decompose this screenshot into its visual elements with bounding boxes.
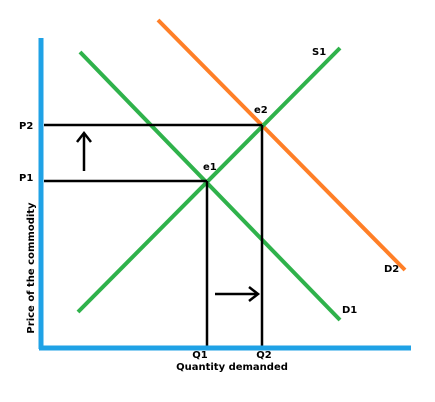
equilibrium-e2-label: e2	[254, 105, 268, 116]
y-axis-label: Price of the commodity	[26, 202, 37, 334]
x-axis-label: Quantity demanded	[176, 362, 288, 373]
demand-d2-label: D2	[384, 264, 399, 275]
price-increase-arrow	[76, 130, 92, 171]
p2-label: P2	[19, 121, 33, 132]
q2-label: Q2	[256, 350, 272, 361]
supply-curve-s1	[76, 46, 342, 314]
supply-curve-label: S1	[312, 47, 326, 58]
quantity-increase-arrow	[215, 286, 261, 302]
equilibrium-e1-label: e1	[203, 162, 217, 173]
p1-label: P1	[19, 173, 33, 184]
demand-d1-label: D1	[342, 305, 357, 316]
demand-curve-d1	[78, 50, 342, 322]
q1-label: Q1	[192, 350, 208, 361]
demand-curve-d2	[156, 18, 407, 272]
